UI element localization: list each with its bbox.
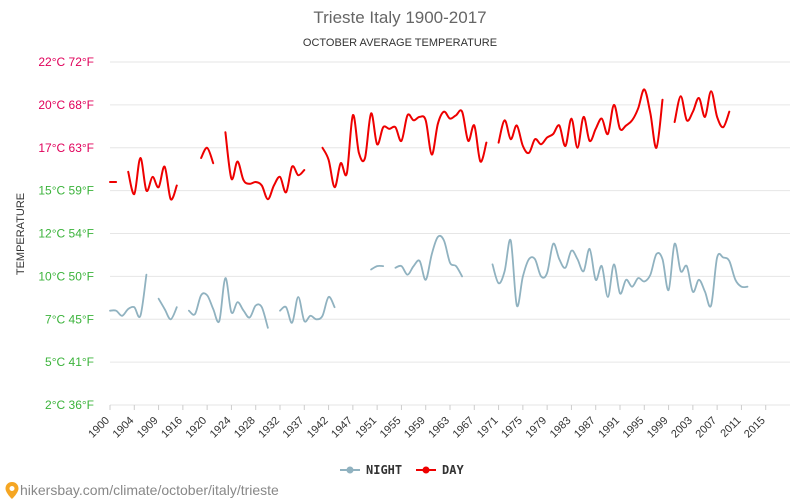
series-line-night [370, 264, 385, 271]
series-lines [109, 88, 749, 329]
series-line-night [109, 273, 148, 318]
x-tick-label: 2011 [718, 415, 743, 440]
x-tick-label: 1932 [256, 415, 282, 441]
series-line-night [157, 297, 178, 321]
series-line-night [279, 296, 336, 324]
x-tick-label: 1971 [475, 415, 501, 441]
legend-item-day[interactable]: DAY [416, 463, 464, 477]
legend-day-label: DAY [442, 463, 464, 477]
y-tick-label: 12°C 54°F [38, 227, 94, 241]
y-tick-label: 20°C 68°F [38, 98, 94, 112]
series-line-day [497, 88, 664, 155]
x-tick-label: 1900 [86, 415, 112, 441]
y-tick-label: 22°C 72°F [38, 55, 94, 69]
chart-subtitle: OCTOBER AVERAGE TEMPERATURE [303, 37, 497, 49]
legend-day-swatch-dot [422, 466, 430, 474]
legend-night-label: NIGHT [366, 463, 402, 477]
y-axis-title: TEMPERATURE [15, 193, 27, 275]
series-day [109, 88, 731, 201]
x-tick-label: 1937 [281, 415, 307, 441]
source-link[interactable]: hikersbay.com/climate/october/italy/trie… [5, 482, 280, 499]
x-tick-label: 1951 [353, 415, 379, 441]
y-axis-ticks: 2°C 36°F 5°C 41°F 7°C 45°F 10°C 50°F 12°C 54… [38, 55, 94, 412]
x-tick-label: 2015 [742, 415, 768, 441]
series-line-day [127, 156, 178, 201]
legend-night-swatch-dot [346, 466, 354, 474]
x-tick-label: 1983 [548, 415, 574, 441]
series-line-night [491, 238, 749, 308]
x-tick-label: 1963 [426, 415, 452, 441]
x-tick-label: 1928 [232, 415, 258, 441]
series-line-day [321, 109, 488, 189]
source-text: hikersbay.com/climate/october/italy/trie… [20, 482, 279, 498]
x-tick-label: 1995 [621, 415, 647, 441]
x-tick-label: 1924 [208, 415, 234, 441]
x-tick-label: 1942 [305, 415, 331, 441]
x-tick-label: 1916 [159, 415, 185, 441]
y-tick-label: 17°C 63°F [38, 141, 94, 155]
y-tick-label: 7°C 45°F [45, 312, 94, 326]
x-tick-label: 1967 [451, 415, 477, 441]
x-axis-ticks: 1900190419091916192019241928193219371942… [86, 405, 768, 440]
y-tick-label: 10°C 50°F [38, 269, 94, 283]
x-tick-label: 2003 [669, 415, 695, 441]
legend[interactable]: NIGHT DAY [340, 463, 464, 477]
x-tick-label: 1975 [499, 415, 525, 441]
series-line-day [224, 131, 306, 201]
series-night [109, 234, 749, 329]
series-line-day [200, 146, 215, 165]
x-tick-label: 1947 [329, 415, 355, 441]
x-tick-label: 1904 [111, 415, 137, 441]
series-line-night [394, 234, 463, 281]
y-tick-label: 5°C 41°F [45, 355, 94, 369]
x-tick-label: 1991 [596, 415, 622, 441]
x-tick-label: 1920 [183, 415, 209, 441]
chart-title: Trieste Italy 1900-2017 [313, 8, 486, 27]
y-tick-label: 2°C 36°F [45, 398, 94, 412]
x-tick-label: 1959 [402, 415, 428, 441]
x-tick-label: 1987 [572, 415, 598, 441]
x-tick-label: 2007 [693, 415, 719, 441]
x-tick-label: 1909 [135, 415, 161, 441]
x-tick-label: 1955 [378, 415, 404, 441]
x-tick-label: 1999 [645, 415, 671, 441]
series-line-day [673, 90, 731, 129]
y-tick-label: 15°C 59°F [38, 184, 94, 198]
grid-lines [110, 61, 790, 406]
series-line-night [188, 277, 269, 329]
x-tick-label: 1979 [523, 415, 549, 441]
legend-item-night[interactable]: NIGHT [340, 463, 402, 477]
map-pin-icon [5, 482, 19, 499]
